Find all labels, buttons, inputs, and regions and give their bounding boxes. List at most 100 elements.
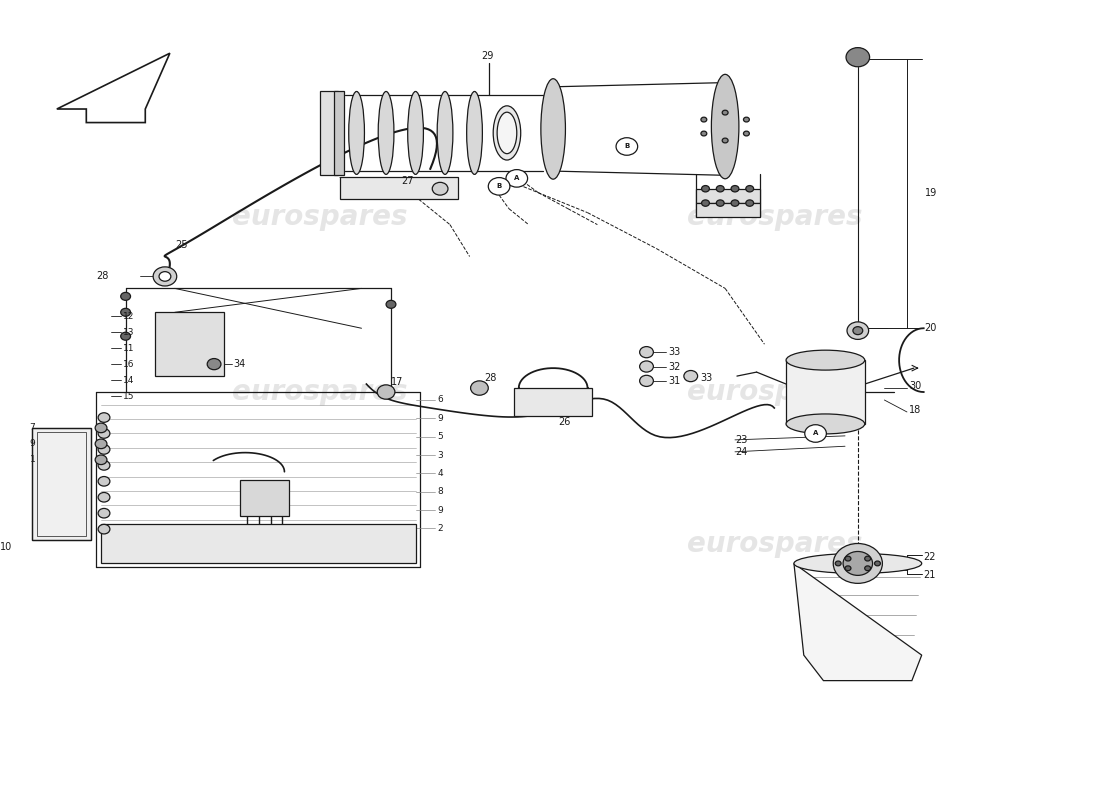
- Circle shape: [702, 200, 710, 206]
- Circle shape: [506, 170, 528, 187]
- Text: 13: 13: [123, 328, 134, 337]
- Text: B: B: [496, 183, 502, 190]
- Circle shape: [121, 332, 131, 340]
- Circle shape: [471, 381, 488, 395]
- Ellipse shape: [378, 91, 394, 174]
- Circle shape: [716, 186, 724, 192]
- Circle shape: [616, 138, 638, 155]
- Circle shape: [386, 300, 396, 308]
- Circle shape: [865, 556, 870, 561]
- Circle shape: [847, 322, 869, 339]
- Text: 32: 32: [668, 362, 681, 371]
- Circle shape: [207, 358, 221, 370]
- Text: 8: 8: [437, 487, 443, 496]
- Circle shape: [746, 200, 754, 206]
- Ellipse shape: [786, 350, 865, 370]
- Text: 25: 25: [175, 239, 187, 250]
- Text: A: A: [514, 175, 519, 182]
- Circle shape: [98, 413, 110, 422]
- Text: 24: 24: [735, 447, 747, 457]
- Text: 1: 1: [30, 455, 35, 464]
- Circle shape: [716, 200, 724, 206]
- Circle shape: [639, 375, 653, 386]
- Text: 5: 5: [437, 432, 443, 441]
- Bar: [37, 432, 86, 535]
- Circle shape: [98, 524, 110, 534]
- Circle shape: [805, 425, 826, 442]
- Circle shape: [639, 346, 653, 358]
- Bar: [320, 90, 338, 175]
- Bar: [340, 177, 458, 199]
- Text: 21: 21: [924, 570, 936, 580]
- Text: 9: 9: [437, 506, 443, 514]
- Text: 18: 18: [909, 405, 921, 414]
- Circle shape: [377, 385, 395, 399]
- Text: eurospares: eurospares: [686, 202, 862, 230]
- Circle shape: [98, 509, 110, 518]
- Circle shape: [723, 110, 728, 115]
- Circle shape: [701, 117, 707, 122]
- Ellipse shape: [493, 106, 520, 160]
- Text: eurospares: eurospares: [686, 378, 862, 406]
- Circle shape: [432, 182, 448, 195]
- Text: 30: 30: [909, 381, 921, 390]
- Ellipse shape: [497, 112, 517, 154]
- Ellipse shape: [794, 554, 922, 574]
- Text: 34: 34: [233, 359, 246, 369]
- Text: 6: 6: [437, 395, 443, 405]
- Circle shape: [746, 186, 754, 192]
- Bar: [155, 312, 224, 376]
- Ellipse shape: [786, 414, 865, 434]
- Circle shape: [96, 423, 107, 433]
- Text: 4: 4: [437, 469, 443, 478]
- Bar: [32, 428, 91, 539]
- Text: 26: 26: [558, 418, 571, 427]
- Circle shape: [98, 429, 110, 438]
- Text: 29: 29: [482, 51, 494, 62]
- Circle shape: [732, 200, 739, 206]
- Text: 16: 16: [123, 360, 134, 369]
- Circle shape: [488, 178, 510, 195]
- Text: 31: 31: [668, 376, 681, 386]
- Text: 12: 12: [123, 312, 134, 321]
- Text: 28: 28: [484, 374, 497, 383]
- Circle shape: [732, 186, 739, 192]
- Text: 28: 28: [96, 271, 109, 282]
- Text: eurospares: eurospares: [232, 530, 408, 558]
- Bar: [32, 428, 91, 539]
- Circle shape: [845, 556, 851, 561]
- Circle shape: [96, 455, 107, 465]
- Ellipse shape: [349, 91, 364, 174]
- Circle shape: [153, 267, 177, 286]
- Text: 2: 2: [437, 524, 443, 533]
- Text: 15: 15: [123, 391, 134, 401]
- Text: 27: 27: [400, 176, 414, 186]
- Circle shape: [834, 543, 882, 583]
- Circle shape: [865, 566, 870, 570]
- Text: 33: 33: [668, 347, 681, 357]
- Circle shape: [744, 117, 749, 122]
- Bar: [101, 523, 416, 563]
- Text: 19: 19: [925, 188, 937, 198]
- Circle shape: [874, 561, 880, 566]
- Bar: [514, 388, 593, 416]
- Text: 22: 22: [924, 552, 936, 562]
- Circle shape: [744, 131, 749, 136]
- Circle shape: [98, 493, 110, 502]
- Text: 23: 23: [735, 435, 747, 445]
- Circle shape: [843, 551, 872, 575]
- Circle shape: [723, 138, 728, 143]
- Circle shape: [96, 439, 107, 449]
- Circle shape: [98, 477, 110, 486]
- Circle shape: [701, 131, 707, 136]
- Circle shape: [121, 292, 131, 300]
- Ellipse shape: [408, 91, 424, 174]
- Text: 9: 9: [30, 439, 35, 448]
- Circle shape: [639, 361, 653, 372]
- Text: 17: 17: [390, 378, 404, 387]
- Bar: [695, 189, 759, 203]
- Text: 33: 33: [701, 374, 713, 383]
- Bar: [786, 360, 865, 424]
- Text: A: A: [813, 430, 818, 437]
- Text: eurospares: eurospares: [232, 378, 408, 406]
